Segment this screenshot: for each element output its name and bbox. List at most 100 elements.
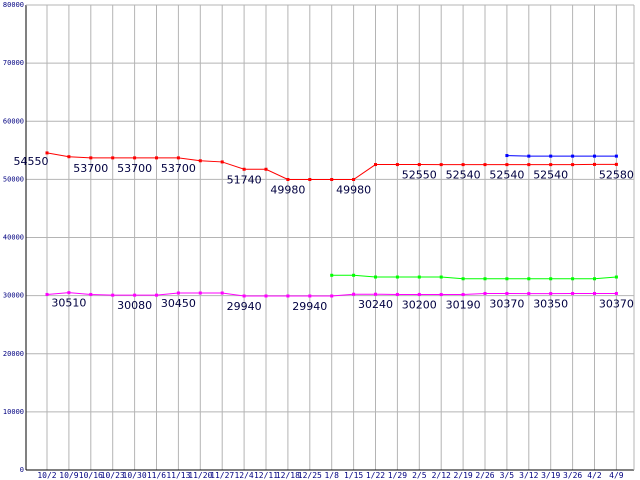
data-point [352, 177, 356, 181]
data-point [593, 154, 596, 158]
data-point [176, 156, 180, 160]
series-line [506, 155, 617, 157]
x-tick-label: 11/20 [188, 471, 212, 480]
data-point [505, 277, 509, 281]
data-point [264, 167, 268, 171]
data-point [593, 162, 596, 166]
data-label: 30190 [446, 299, 481, 312]
data-label: 49980 [336, 183, 371, 196]
x-tick-label: 2/26 [475, 471, 494, 480]
data-point [483, 163, 487, 167]
data-point [308, 177, 312, 181]
x-tick-label: 1/15 [344, 471, 363, 480]
y-tick-label: 60000 [3, 117, 24, 125]
x-tick-label: 4/2 [587, 471, 602, 480]
data-point [417, 292, 421, 296]
data-label: 53700 [73, 162, 108, 175]
data-point [461, 163, 465, 167]
x-tick-label: 10/9 [59, 471, 78, 480]
data-point [549, 292, 553, 296]
x-tick-label: 10/16 [79, 471, 103, 480]
x-tick-label: 11/13 [166, 471, 190, 480]
data-label: 30240 [358, 298, 393, 311]
data-point [198, 159, 202, 163]
x-tick-label: 2/5 [412, 471, 427, 480]
data-point [549, 277, 553, 281]
data-label: 52540 [533, 169, 568, 182]
x-tick-label: 3/19 [541, 471, 560, 480]
data-point [571, 163, 575, 167]
x-tick-label: 11/27 [210, 471, 234, 480]
x-tick-label: 10/23 [101, 471, 125, 480]
x-tick-label: 10/2 [37, 471, 56, 480]
data-point [527, 154, 531, 158]
data-point [133, 156, 137, 160]
data-label: 52550 [402, 169, 437, 182]
data-point [505, 154, 509, 158]
x-tick-label: 1/29 [388, 471, 407, 480]
x-tick-label: 3/5 [500, 471, 515, 480]
x-tick-label: 4/9 [609, 471, 624, 480]
data-label: 54550 [14, 155, 49, 168]
y-tick-label: 30000 [3, 292, 24, 300]
data-point [527, 292, 531, 296]
data-label: 30080 [117, 299, 152, 312]
data-point [67, 291, 71, 295]
data-label: 30450 [161, 297, 196, 310]
data-point [395, 275, 399, 279]
data-label: 30200 [402, 298, 437, 311]
data-point [527, 163, 531, 167]
data-point [374, 292, 377, 296]
data-point [242, 294, 246, 298]
data-point [439, 163, 443, 167]
data-label: 29940 [292, 300, 327, 313]
data-point [614, 154, 618, 158]
data-point [527, 277, 531, 281]
data-label: 29940 [227, 300, 262, 313]
y-tick-label: 0 [20, 466, 24, 474]
y-tick-label: 20000 [3, 350, 24, 358]
data-point [571, 291, 575, 295]
data-point [461, 293, 465, 297]
x-tick-label: 11/6 [147, 471, 166, 480]
data-label: 30370 [599, 297, 634, 310]
data-point [352, 292, 356, 296]
data-point [417, 275, 421, 279]
x-tick-label: 12/11 [254, 471, 278, 480]
x-tick-label: 12/18 [276, 471, 300, 480]
data-label: 53700 [161, 162, 196, 175]
data-point [111, 156, 115, 160]
data-label: 52580 [599, 168, 634, 181]
x-tick-label: 3/12 [519, 471, 538, 480]
y-tick-label: 10000 [3, 408, 24, 416]
data-point [155, 156, 158, 160]
x-tick-label: 10/30 [123, 471, 147, 480]
data-point [330, 273, 334, 277]
data-point [155, 293, 158, 297]
data-point [111, 293, 115, 297]
data-point [330, 294, 334, 298]
data-point [374, 163, 377, 167]
data-point [483, 277, 487, 281]
data-label: 52540 [489, 169, 524, 182]
data-point [461, 277, 465, 281]
data-point [571, 154, 575, 158]
data-label: 30370 [489, 297, 524, 310]
data-point [242, 167, 246, 171]
data-point [483, 291, 487, 295]
data-point [330, 177, 334, 181]
data-point [549, 154, 553, 158]
data-point [67, 155, 71, 159]
x-tick-label: 3/26 [563, 471, 582, 480]
data-label: 30350 [533, 298, 568, 311]
data-labels: 54550 53700 53700 53700 51740 49980 49980 52550… [14, 155, 634, 313]
data-point [198, 291, 202, 295]
y-tick-label: 40000 [3, 234, 24, 242]
data-point [614, 275, 618, 279]
data-label: 49980 [270, 183, 305, 196]
data-point [89, 292, 93, 296]
x-tick-label: 2/19 [453, 471, 472, 480]
data-point [220, 160, 224, 164]
data-point [417, 163, 421, 167]
